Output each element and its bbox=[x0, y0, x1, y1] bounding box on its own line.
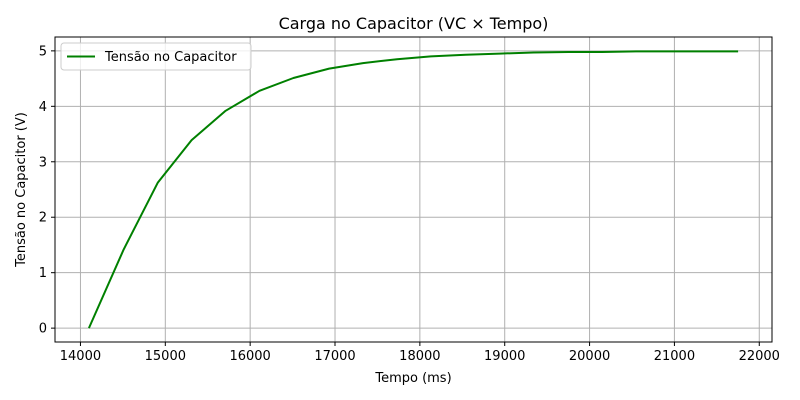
y-tick-label: 0 bbox=[39, 322, 47, 337]
x-tick-label: 19000 bbox=[484, 349, 525, 364]
x-tick-label: 21000 bbox=[654, 349, 695, 364]
legend-label: Tensão no Capacitor bbox=[104, 50, 237, 65]
plot-area bbox=[87, 50, 739, 329]
y-axis: 0 1 2 3 4 5 bbox=[39, 44, 55, 337]
y-tick-label: 4 bbox=[39, 100, 47, 115]
series-line bbox=[87, 50, 739, 329]
x-axis: 14000 15000 16000 17000 18000 19000 20000 21000… bbox=[60, 342, 780, 364]
x-tick-label: 20000 bbox=[569, 349, 610, 364]
y-tick-label: 3 bbox=[39, 155, 47, 170]
x-axis-label: Tempo (ms) bbox=[374, 371, 451, 386]
chart-title: Carga no Capacitor (VC × Tempo) bbox=[279, 14, 549, 33]
y-tick-label: 5 bbox=[39, 44, 47, 59]
x-tick-label: 18000 bbox=[399, 349, 440, 364]
plot-frame bbox=[54, 36, 773, 343]
x-tick-label: 16000 bbox=[229, 349, 270, 364]
y-tick-label: 1 bbox=[39, 266, 47, 281]
y-tick-label: 2 bbox=[39, 211, 47, 226]
x-tick-label: 14000 bbox=[60, 349, 101, 364]
y-axis-label: Tensão no Capacitor (V) bbox=[14, 112, 29, 268]
x-tick-label: 15000 bbox=[145, 349, 186, 364]
legend-box bbox=[60, 42, 252, 71]
legend: Tensão no Capacitor bbox=[60, 42, 252, 71]
grid bbox=[55, 37, 772, 342]
x-tick-label: 22000 bbox=[739, 349, 780, 364]
x-tick-label: 17000 bbox=[314, 349, 355, 364]
